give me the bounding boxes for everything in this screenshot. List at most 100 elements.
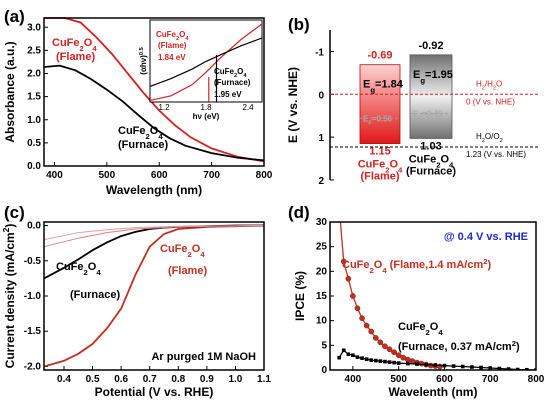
d-point-furnace <box>470 365 474 369</box>
c-label-flame: CuFe2O4 <box>160 243 205 259</box>
a-series-furnace-line <box>43 64 265 162</box>
a-inset-bandgap-furnace-value: 1.95 eV <box>214 90 242 99</box>
d-ytick-label: 0 <box>321 365 327 376</box>
a-inset-xtick-label: 2.4 <box>242 103 254 112</box>
d-point-furnace <box>383 359 387 364</box>
a-label-furnace-line2: (Furnace) <box>118 139 168 151</box>
b-redox-label-h2: H2/H2O <box>476 79 502 91</box>
b-redox-value-h2: 0 (V vs. NHE) <box>466 97 515 106</box>
panel-b-label: (b) <box>288 15 310 34</box>
d-xtick-label: 400 <box>345 374 362 385</box>
a-ytick-label: 1.5 <box>27 92 41 103</box>
d-plot-frame <box>329 221 537 371</box>
b-name-flame-line2: (Flame) <box>360 171 399 183</box>
d-point-flame <box>345 275 352 282</box>
a-inset-x-axis-title: hν (eV) <box>193 112 220 121</box>
d-point-flame <box>340 258 347 265</box>
d-point-furnace <box>355 355 360 359</box>
a-inset-frame <box>149 19 263 103</box>
a-inset-label-flame-line2: (Flame) <box>158 41 187 50</box>
d-ytick-label: 10 <box>316 316 328 327</box>
c-xtick-label: 0.8 <box>171 374 185 385</box>
c-xtick-label: 1.1 <box>257 374 271 385</box>
d-point-furnace <box>406 361 410 366</box>
b-redox-label-o2: H2O/O2 <box>476 132 503 144</box>
d-point-furnace <box>351 353 355 357</box>
c-ytick-label: -0.5 <box>24 256 42 267</box>
d-point-flame <box>395 352 402 359</box>
a-label-flame-line2: (Flame) <box>56 51 95 63</box>
d-ytick-label: 20 <box>316 266 328 277</box>
c-ytick-label: -1.5 <box>24 326 42 337</box>
c-label-flame-line2: (Flame) <box>168 265 207 277</box>
b-name-furnace-line2: (Furnace) <box>406 165 456 177</box>
d-point-furnace <box>378 359 383 363</box>
c-xtick-label: 0.4 <box>57 374 71 385</box>
c-xtick-label: 0.7 <box>143 374 157 385</box>
c-label-furnace: CuFe2O4 <box>56 261 101 277</box>
a-plot-frame <box>43 17 265 167</box>
a-label-furnace: CuFe2O4 <box>118 125 163 141</box>
d-point-furnace <box>369 358 373 362</box>
d-point-furnace <box>364 357 369 361</box>
d-point-furnace <box>341 348 346 353</box>
d-point-flame <box>377 339 384 346</box>
d-point-flame <box>337 205 342 210</box>
c-xtick-label: 0.5 <box>86 374 100 385</box>
panel-c-label: (c) <box>4 203 25 222</box>
c-plot-frame <box>43 221 265 371</box>
d-y-axis-title: IPCE (%) <box>293 271 307 321</box>
d-point-furnace <box>534 368 536 370</box>
b-vb-value-furnace: 1.03 <box>420 140 441 152</box>
d-xtick-label: 800 <box>528 374 545 385</box>
d-point-furnace <box>506 367 511 370</box>
d-point-furnace <box>337 355 341 360</box>
d-point-furnace <box>373 358 378 363</box>
d-label-furnace: CuFe2O4 <box>398 321 443 337</box>
d-point-flame <box>363 322 370 329</box>
d-point-flame <box>418 360 425 367</box>
d-plot-area <box>337 205 536 370</box>
a-xtick-label: 500 <box>99 170 116 181</box>
a-inset-series-flame <box>149 23 263 101</box>
d-xtick-label: 500 <box>390 374 407 385</box>
d-point-flame <box>359 315 365 322</box>
d-x-axis-title: Wavelenth (nm) <box>389 385 478 399</box>
a-y-axis-title: Absorbance (a.u.) <box>3 41 17 142</box>
c-annotation: Ar purged 1M NaOH <box>151 351 256 363</box>
d-xtick-label: 600 <box>436 374 453 385</box>
d-ytick-label: 30 <box>316 217 328 228</box>
a-xtick-label: 400 <box>46 170 63 181</box>
b-ytick-label: 1 <box>318 133 324 144</box>
a-label-flame: CuFe2O4 <box>52 37 97 53</box>
d-point-furnace <box>387 360 392 364</box>
c-x-axis-title: Potential (V vs. RHE) <box>95 385 214 399</box>
b-fermi-label-furnace: EF=0.45 <box>413 110 443 122</box>
a-ytick-label: 2.5 <box>27 45 41 56</box>
d-point-furnace <box>415 362 419 366</box>
a-xtick-label: 800 <box>256 170 273 181</box>
c-ytick-label: 0.0 <box>27 221 41 232</box>
d-point-flame <box>350 293 356 299</box>
d-annotation: @ 0.4 V vs. RHE <box>444 231 528 243</box>
c-ytick-label: -2.0 <box>24 361 42 372</box>
d-label-furnace-line2: (Furnace, 0.37 mA/cm2) <box>398 339 520 354</box>
panel-a-label: (a) <box>4 7 25 26</box>
c-series-furnace-dark-line <box>43 225 265 241</box>
d-ytick-label: 25 <box>316 242 328 253</box>
d-point-flame <box>382 343 388 350</box>
d-point-furnace <box>392 360 396 365</box>
d-point-furnace <box>525 367 529 370</box>
c-xtick-label: 0.6 <box>114 374 128 385</box>
a-series-flame-line <box>44 17 265 163</box>
b-name-flame: CuFe2O4 <box>358 159 403 175</box>
a-ytick-label: 1.0 <box>27 115 41 126</box>
b-band-furnace <box>409 54 453 139</box>
a-inset-series-furnace <box>149 37 263 87</box>
a-inset-label-furnace: CuFe2O4 <box>214 67 247 79</box>
d-point-flame <box>372 335 379 341</box>
a-xtick-label: 600 <box>151 170 168 181</box>
d-xtick-label: 700 <box>482 374 499 385</box>
b-cb-value-flame: -0.69 <box>367 50 392 62</box>
